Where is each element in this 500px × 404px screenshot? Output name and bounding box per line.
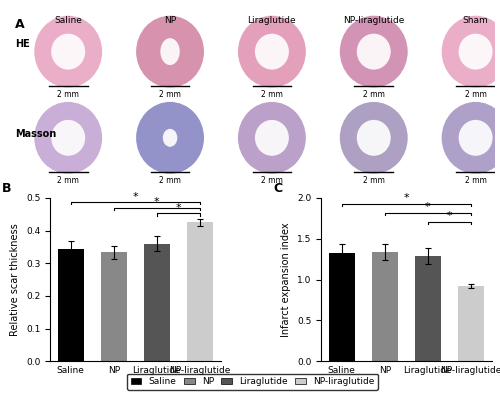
Text: *: *	[446, 211, 452, 221]
Text: C: C	[273, 182, 282, 195]
Ellipse shape	[340, 102, 407, 174]
Y-axis label: Relative scar thickness: Relative scar thickness	[10, 223, 20, 336]
Text: 2 mm: 2 mm	[363, 177, 384, 185]
Ellipse shape	[255, 34, 289, 69]
Bar	[458, 286, 484, 361]
Ellipse shape	[357, 120, 390, 156]
Text: *: *	[425, 202, 430, 212]
Text: NP-liraglutide: NP-liraglutide	[343, 16, 404, 25]
Y-axis label: Infarct expansion index: Infarct expansion index	[282, 222, 292, 337]
Text: *: *	[132, 192, 138, 202]
Text: B: B	[2, 182, 12, 195]
Text: 2 mm: 2 mm	[159, 90, 181, 99]
Text: HE: HE	[15, 40, 30, 49]
Ellipse shape	[238, 16, 306, 88]
Text: 2 mm: 2 mm	[261, 177, 283, 185]
Text: 2 mm: 2 mm	[261, 90, 283, 99]
Text: Sham: Sham	[462, 16, 488, 25]
Text: Masson: Masson	[15, 129, 56, 139]
Text: 2 mm: 2 mm	[464, 90, 486, 99]
Bar	[101, 252, 126, 361]
Ellipse shape	[442, 102, 500, 174]
Bar	[187, 222, 213, 361]
Text: 2 mm: 2 mm	[363, 90, 384, 99]
Ellipse shape	[136, 102, 204, 174]
Bar	[144, 244, 170, 361]
Text: Liraglutide: Liraglutide	[248, 16, 296, 25]
Ellipse shape	[34, 102, 102, 174]
Text: A: A	[15, 17, 24, 31]
Ellipse shape	[34, 16, 102, 88]
Ellipse shape	[51, 120, 85, 156]
Bar	[372, 252, 398, 361]
Text: *: *	[176, 203, 182, 213]
Bar	[58, 248, 84, 361]
Ellipse shape	[160, 38, 180, 65]
Text: 2 mm: 2 mm	[58, 177, 79, 185]
Text: 2 mm: 2 mm	[58, 90, 79, 99]
Text: NP: NP	[164, 16, 176, 25]
Text: Saline: Saline	[54, 16, 82, 25]
Text: 2 mm: 2 mm	[464, 177, 486, 185]
Ellipse shape	[458, 34, 492, 69]
Ellipse shape	[458, 120, 492, 156]
Bar	[415, 256, 441, 361]
Text: *: *	[154, 198, 160, 207]
Ellipse shape	[340, 16, 407, 88]
Legend: Saline, NP, Liraglutide, NP-liraglutide: Saline, NP, Liraglutide, NP-liraglutide	[127, 374, 378, 390]
Ellipse shape	[255, 120, 289, 156]
Ellipse shape	[163, 129, 178, 147]
Text: 2 mm: 2 mm	[159, 177, 181, 185]
Ellipse shape	[136, 16, 204, 88]
Ellipse shape	[357, 34, 390, 69]
Ellipse shape	[238, 102, 306, 174]
Ellipse shape	[51, 34, 85, 69]
Bar	[329, 252, 354, 361]
Ellipse shape	[442, 16, 500, 88]
Text: *: *	[404, 193, 409, 203]
